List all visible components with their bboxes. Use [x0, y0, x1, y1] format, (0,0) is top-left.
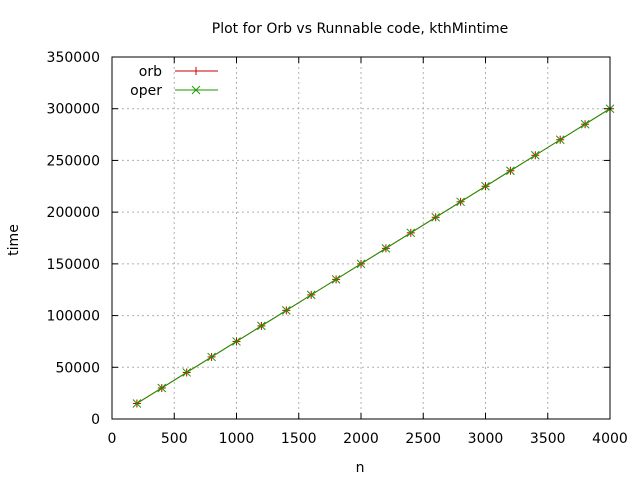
x-tick-label: 0 [108, 431, 117, 447]
data-point-oper [306, 290, 316, 300]
series-layer [132, 104, 615, 408]
x-tick-label: 3000 [468, 431, 504, 447]
data-point-oper [580, 119, 590, 129]
y-tick-label: 300000 [47, 102, 100, 118]
y-tick-label: 350000 [47, 50, 100, 66]
x-tick-label: 1500 [281, 431, 317, 447]
data-point-oper [406, 228, 416, 238]
data-point-oper [331, 275, 341, 284]
data-point-oper [381, 243, 391, 253]
legend: orb oper [130, 64, 218, 99]
x-tick-label: 2500 [405, 431, 441, 447]
y-tick-label: 250000 [47, 153, 100, 169]
data-point-oper [157, 383, 167, 393]
y-axis-label: time [6, 224, 22, 256]
data-point-oper [530, 150, 540, 160]
data-point-oper [356, 259, 366, 269]
data-point-oper [281, 306, 291, 315]
x-axis-label: n [356, 460, 365, 476]
legend-label-orb: orb [139, 64, 162, 80]
data-point-oper [481, 181, 490, 191]
y-tick-label: 200000 [47, 205, 100, 221]
x-tick-label: 1000 [219, 431, 255, 447]
plot-frame [111, 56, 611, 420]
data-point-oper [132, 399, 142, 408]
data-point-oper [232, 337, 241, 346]
data-point-oper [431, 212, 441, 222]
y-tick-label: 100000 [47, 309, 100, 325]
x-tick-label: 3500 [530, 431, 566, 447]
data-point-oper [182, 368, 192, 377]
y-tick-label: 150000 [47, 257, 100, 273]
x-tick-label: 500 [161, 431, 188, 447]
data-point-oper [555, 135, 565, 145]
data-point-oper [207, 352, 216, 362]
x-tick-label: 2000 [343, 431, 379, 447]
legend-label-oper: oper [130, 83, 162, 99]
chart-title: Plot for Orb vs Runnable code, kthMintim… [212, 21, 508, 37]
data-point-oper [456, 197, 465, 207]
y-tick-label: 0 [91, 412, 100, 428]
data-point-oper-legend [191, 85, 201, 95]
axis-ticks: 0 500 1000 1500 2000 2500 3000 3500 4000 0 50000 10… [47, 50, 628, 447]
data-point-oper [257, 321, 266, 331]
y-tick-label: 50000 [55, 360, 100, 376]
data-point-oper [506, 166, 515, 176]
series-line-oper [136, 108, 611, 404]
x-tick-label: 4000 [592, 431, 628, 447]
data-point-orb-legend [192, 67, 200, 75]
